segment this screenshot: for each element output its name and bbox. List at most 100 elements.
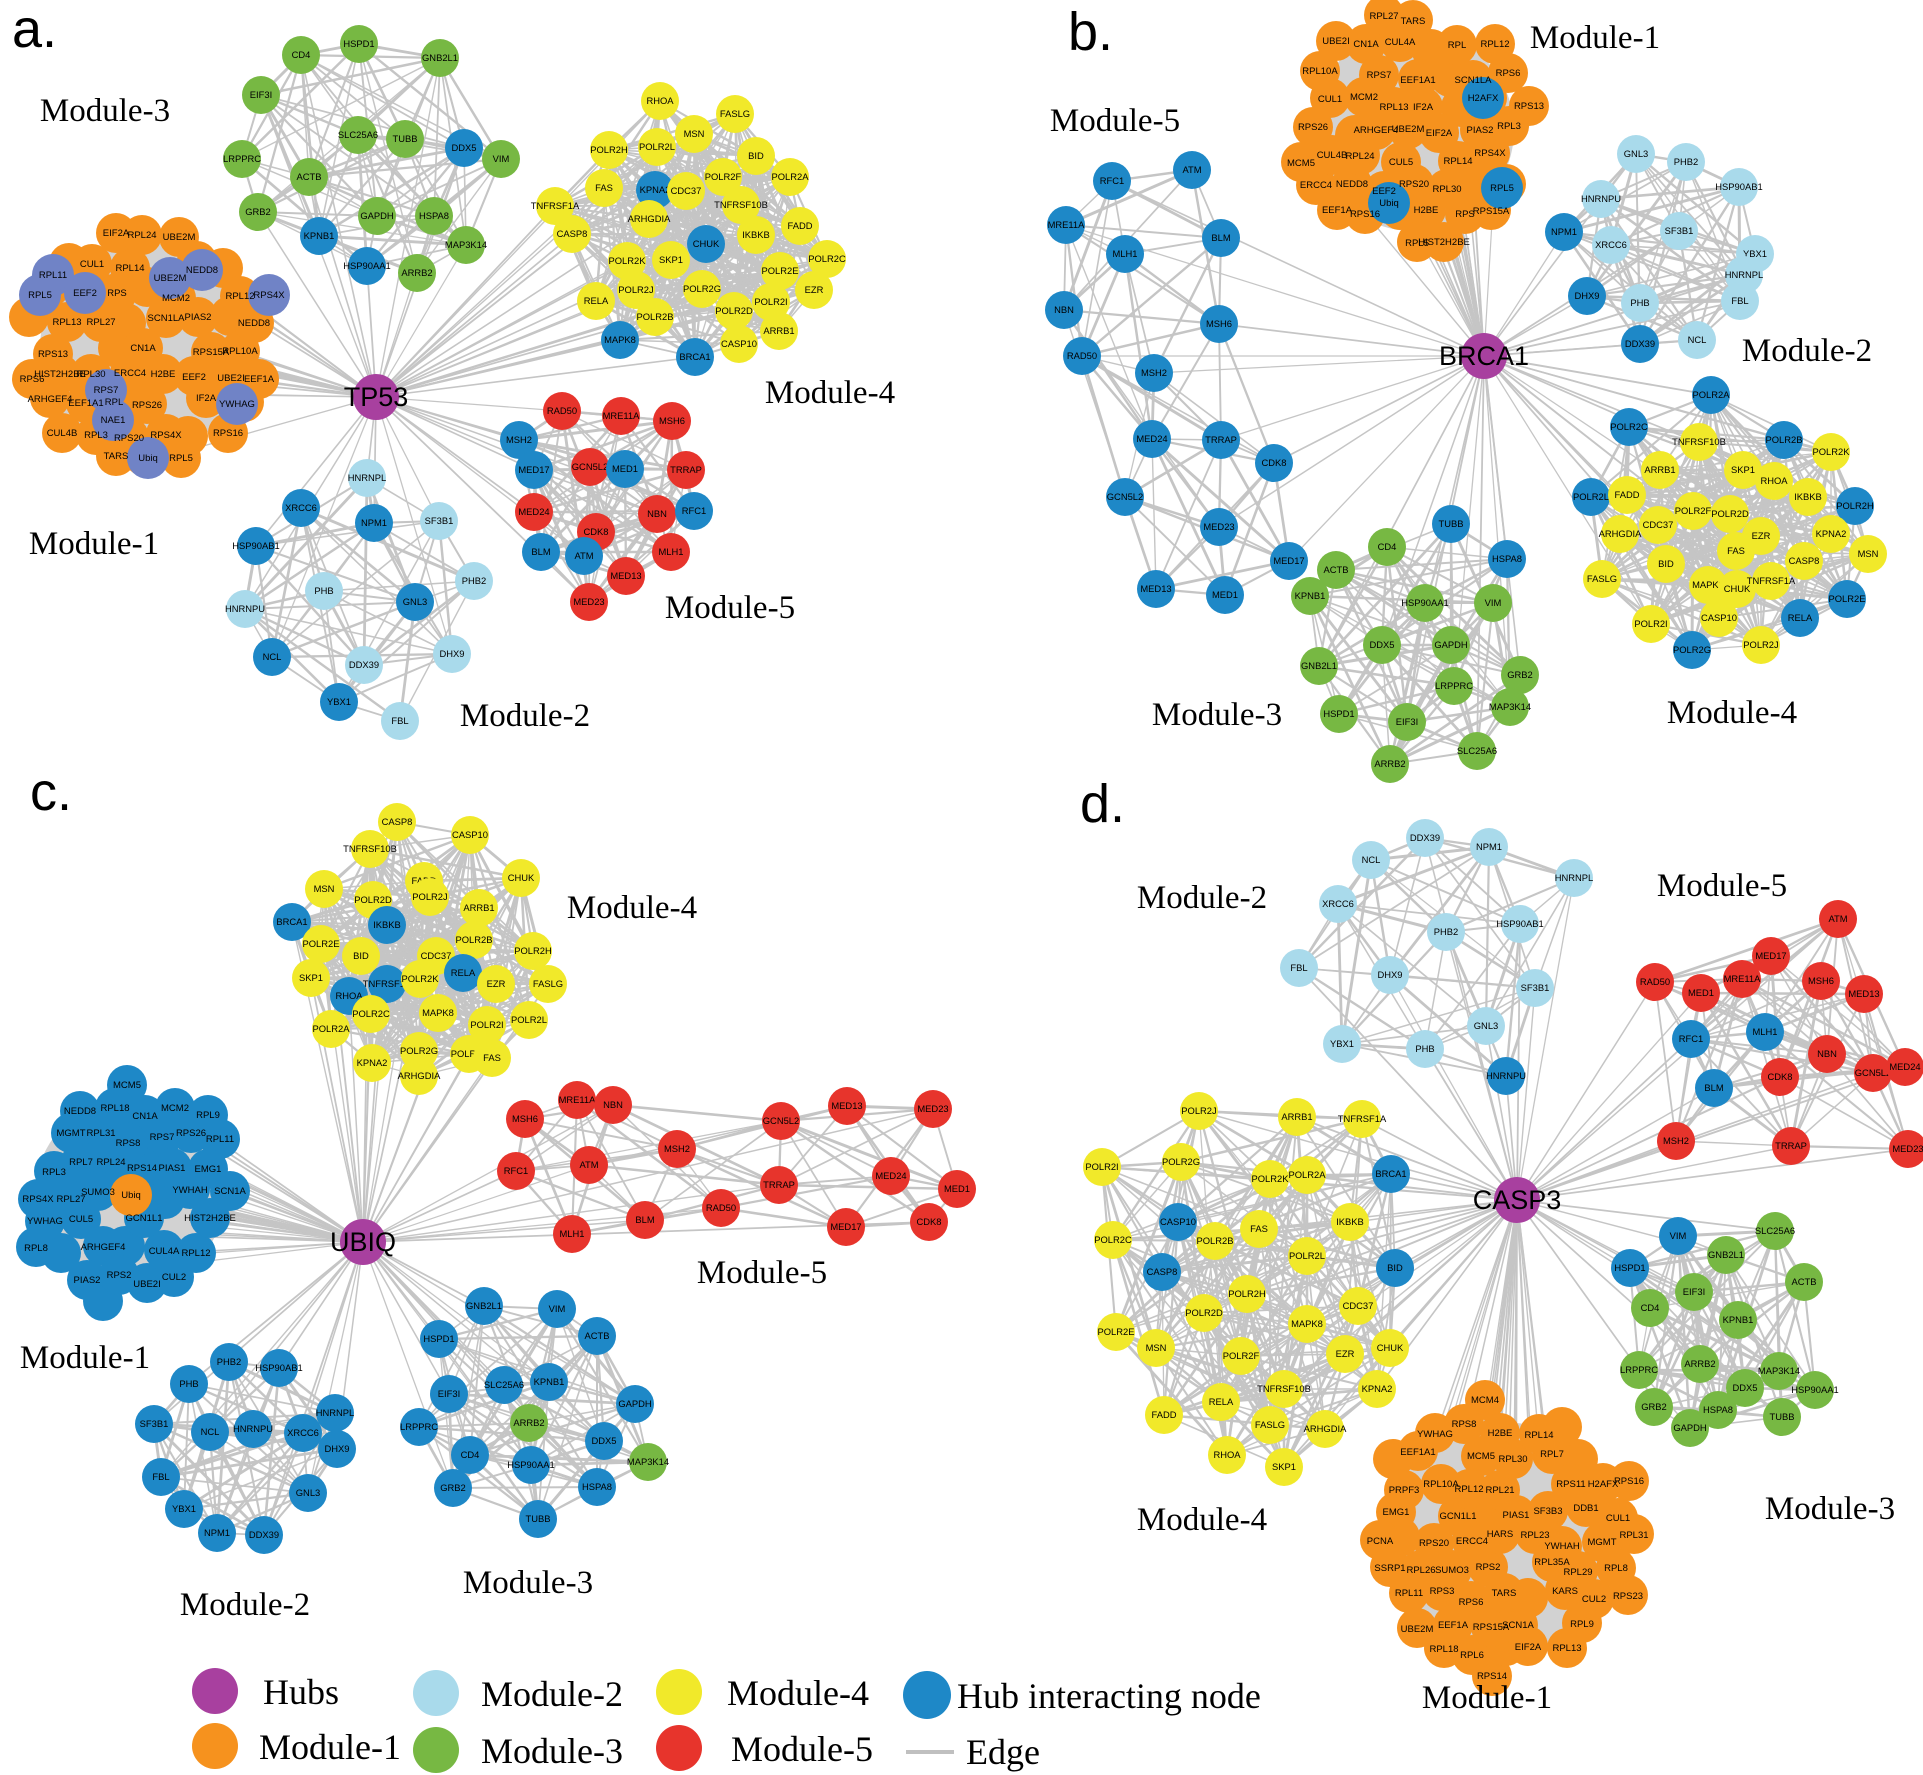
svg-text:Module-4: Module-4 — [1137, 1502, 1267, 1538]
svg-text:Module-3: Module-3 — [1765, 1491, 1895, 1527]
svg-text:MED17: MED17 — [830, 1221, 861, 1232]
svg-text:HARS: HARS — [1487, 1529, 1513, 1540]
svg-text:RELA: RELA — [1209, 1396, 1234, 1407]
svg-text:ERCC4: ERCC4 — [1300, 180, 1332, 191]
svg-text:CUL2: CUL2 — [1582, 1594, 1606, 1605]
svg-text:SKP1: SKP1 — [659, 254, 683, 265]
svg-text:HNRNPU: HNRNPU — [225, 603, 265, 614]
svg-text:DDX39: DDX39 — [249, 1529, 279, 1540]
svg-text:EIF3I: EIF3I — [1396, 716, 1418, 727]
svg-text:EIF2A: EIF2A — [1426, 128, 1453, 139]
svg-text:CDC37: CDC37 — [1343, 1300, 1374, 1311]
svg-text:POLR2H: POLR2H — [1228, 1288, 1266, 1299]
svg-text:RPL12: RPL12 — [225, 291, 254, 302]
svg-text:POLR2G: POLR2G — [1162, 1156, 1200, 1167]
svg-text:GNL3: GNL3 — [1624, 148, 1649, 159]
svg-text:CDK8: CDK8 — [583, 526, 608, 537]
svg-text:HIST2H2BE: HIST2H2BE — [1418, 237, 1470, 248]
svg-text:HIST2H2BE: HIST2H2BE — [34, 369, 86, 380]
svg-text:EIF3I: EIF3I — [438, 1388, 460, 1399]
svg-text:Module-1: Module-1 — [29, 526, 159, 562]
svg-text:SF3B1: SF3B1 — [140, 1418, 169, 1429]
svg-text:RPL11: RPL11 — [39, 270, 67, 281]
svg-text:Module-3: Module-3 — [481, 1731, 623, 1771]
svg-text:RPL27: RPL27 — [56, 1194, 85, 1205]
svg-text:Module-2: Module-2 — [460, 698, 590, 734]
svg-text:GAPDH: GAPDH — [360, 210, 393, 221]
svg-text:POLR2A: POLR2A — [772, 171, 810, 182]
svg-text:EIF3I: EIF3I — [1683, 1286, 1705, 1297]
svg-text:KPNA2: KPNA2 — [1362, 1383, 1393, 1394]
svg-text:POLR2H: POLR2H — [590, 144, 628, 155]
svg-text:TUBB: TUBB — [1769, 1411, 1794, 1422]
svg-text:MCM5: MCM5 — [1467, 1451, 1495, 1462]
svg-text:EEF2: EEF2 — [182, 372, 206, 383]
svg-text:XRCC6: XRCC6 — [1595, 239, 1627, 250]
svg-text:RPS16: RPS16 — [213, 428, 243, 439]
svg-text:SLC25A6: SLC25A6 — [1457, 745, 1497, 756]
svg-text:EIF3I: EIF3I — [250, 89, 272, 100]
svg-text:POLR2E: POLR2E — [762, 265, 799, 276]
svg-text:LRPPRC: LRPPRC — [400, 1421, 438, 1432]
svg-text:RPL18: RPL18 — [100, 1103, 129, 1114]
svg-text:POLR2B: POLR2B — [1197, 1235, 1234, 1246]
svg-text:RPL29: RPL29 — [1563, 1567, 1592, 1578]
svg-text:CDC37: CDC37 — [671, 185, 702, 196]
svg-text:MAP3K14: MAP3K14 — [445, 239, 487, 250]
svg-text:EEF2: EEF2 — [1372, 186, 1396, 197]
svg-text:RFC1: RFC1 — [1100, 175, 1124, 186]
svg-text:PHB2: PHB2 — [1434, 926, 1459, 937]
svg-text:GNL3: GNL3 — [296, 1487, 321, 1498]
svg-text:ARRB1: ARRB1 — [763, 325, 794, 336]
svg-text:DHX9: DHX9 — [439, 648, 464, 659]
svg-text:MAP3K14: MAP3K14 — [1489, 701, 1531, 712]
svg-text:SSRP1: SSRP1 — [1374, 1563, 1405, 1574]
svg-text:ARRB2: ARRB2 — [401, 267, 432, 278]
svg-text:RFC1: RFC1 — [682, 505, 706, 516]
svg-text:GAPDH: GAPDH — [1673, 1422, 1706, 1433]
svg-text:RPL9: RPL9 — [1570, 1619, 1594, 1630]
svg-text:GNB2L1: GNB2L1 — [1708, 1249, 1744, 1260]
svg-text:MED1: MED1 — [944, 1183, 970, 1194]
svg-text:VIM: VIM — [1670, 1230, 1687, 1241]
svg-text:RPS2: RPS2 — [1476, 1562, 1501, 1573]
svg-text:MSH2: MSH2 — [506, 434, 532, 445]
svg-text:MSH6: MSH6 — [1808, 975, 1834, 986]
svg-text:MSH6: MSH6 — [659, 415, 685, 426]
svg-text:ATM: ATM — [579, 1159, 598, 1170]
svg-text:MCM5: MCM5 — [113, 1080, 141, 1091]
svg-text:VIM: VIM — [493, 153, 510, 164]
svg-text:MED13: MED13 — [610, 570, 641, 581]
svg-text:KARS: KARS — [1552, 1586, 1578, 1597]
svg-text:TNFRSF10B: TNFRSF10B — [714, 199, 768, 210]
svg-text:PCNA: PCNA — [1367, 1536, 1394, 1547]
svg-text:CASP10: CASP10 — [452, 829, 488, 840]
svg-text:RFC1: RFC1 — [1679, 1033, 1703, 1044]
svg-text:TRRAP: TRRAP — [670, 464, 702, 475]
svg-text:POLR2I: POLR2I — [754, 296, 787, 307]
svg-text:CASP8: CASP8 — [1789, 555, 1820, 566]
svg-text:FBL: FBL — [1290, 962, 1307, 973]
svg-text:PIAS2: PIAS2 — [185, 312, 212, 323]
svg-text:d.: d. — [1080, 774, 1125, 834]
svg-text:ARRB2: ARRB2 — [513, 1417, 544, 1428]
svg-text:FAS: FAS — [1727, 545, 1745, 556]
svg-text:TNFRSF1A: TNFRSF1A — [1747, 575, 1796, 586]
svg-text:BRCA1: BRCA1 — [276, 916, 307, 927]
svg-text:TRRAP: TRRAP — [1775, 1140, 1807, 1151]
svg-text:SCN1LA: SCN1LA — [148, 313, 186, 324]
svg-text:PHB2: PHB2 — [462, 575, 487, 586]
svg-text:RHOA: RHOA — [1760, 475, 1788, 486]
svg-text:RPL10A: RPL10A — [1423, 1479, 1459, 1490]
svg-text:RPL7: RPL7 — [69, 1157, 93, 1168]
svg-text:POLR2C: POLR2C — [1610, 421, 1648, 432]
svg-text:NBN: NBN — [647, 508, 667, 519]
svg-text:Module-5: Module-5 — [731, 1729, 873, 1769]
svg-text:POLR2A: POLR2A — [1693, 389, 1731, 400]
svg-text:GRB2: GRB2 — [440, 1482, 466, 1493]
svg-text:RPL14: RPL14 — [1524, 1430, 1553, 1441]
svg-text:POLR2K: POLR2K — [402, 973, 440, 984]
svg-text:BID: BID — [748, 150, 764, 161]
svg-text:RPS15A: RPS15A — [193, 347, 230, 358]
svg-text:NBN: NBN — [1817, 1048, 1837, 1059]
